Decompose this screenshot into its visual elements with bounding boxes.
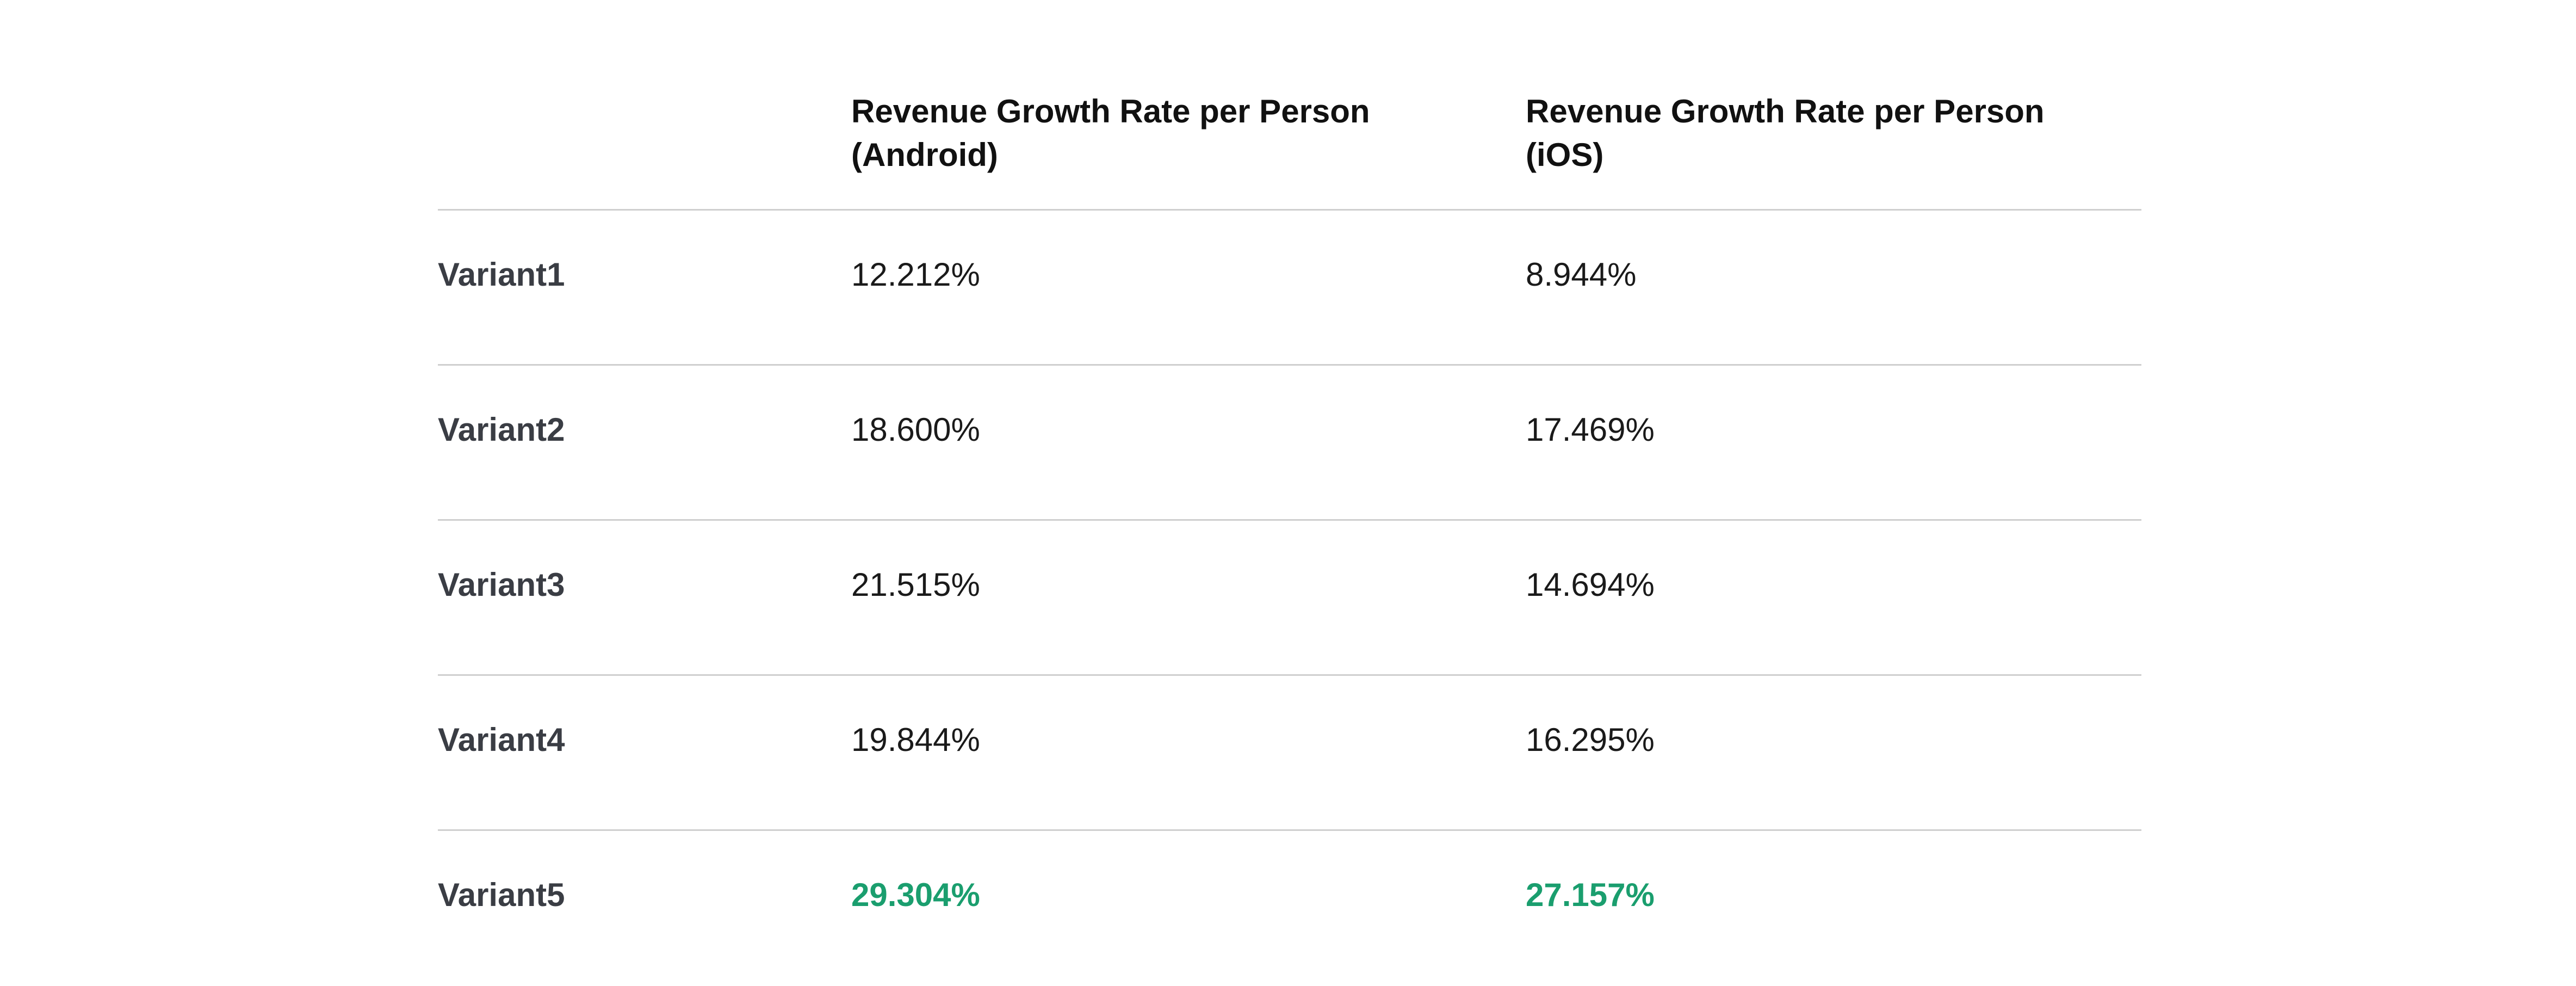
- ios-value: 14.694%: [1526, 563, 1655, 607]
- android-value: 19.844%: [851, 718, 980, 762]
- header-ios-line2: (iOS): [1526, 133, 2045, 177]
- variant-label: Variant2: [438, 408, 565, 452]
- table-row: Variant1 12.212% 8.944%: [438, 211, 2141, 366]
- ios-value: 17.469%: [1526, 408, 1655, 452]
- variant-label: Variant5: [438, 873, 565, 917]
- header-android: Revenue Growth Rate per Person (Android): [851, 90, 1370, 177]
- variant-label: Variant4: [438, 718, 565, 762]
- table-row: Variant5 29.304% 27.157%: [438, 831, 2141, 986]
- ios-value-highlighted: 27.157%: [1526, 873, 1655, 917]
- ios-value: 8.944%: [1526, 253, 1637, 297]
- header-android-line2: (Android): [851, 133, 1370, 177]
- variant-label: Variant3: [438, 563, 565, 607]
- android-value: 12.212%: [851, 253, 980, 297]
- table-row: Variant4 19.844% 16.295%: [438, 676, 2141, 831]
- header-ios: Revenue Growth Rate per Person (iOS): [1526, 90, 2045, 177]
- table-row: Variant3 21.515% 14.694%: [438, 521, 2141, 676]
- header-android-line1: Revenue Growth Rate per Person: [851, 90, 1370, 133]
- android-value-highlighted: 29.304%: [851, 873, 980, 917]
- android-value: 18.600%: [851, 408, 980, 452]
- table-header-row: Revenue Growth Rate per Person (Android)…: [438, 84, 2141, 211]
- android-value: 21.515%: [851, 563, 980, 607]
- results-table: Revenue Growth Rate per Person (Android)…: [438, 84, 2141, 986]
- table-row: Variant2 18.600% 17.469%: [438, 366, 2141, 521]
- ios-value: 16.295%: [1526, 718, 1655, 762]
- header-ios-line1: Revenue Growth Rate per Person: [1526, 90, 2045, 133]
- variant-label: Variant1: [438, 253, 565, 297]
